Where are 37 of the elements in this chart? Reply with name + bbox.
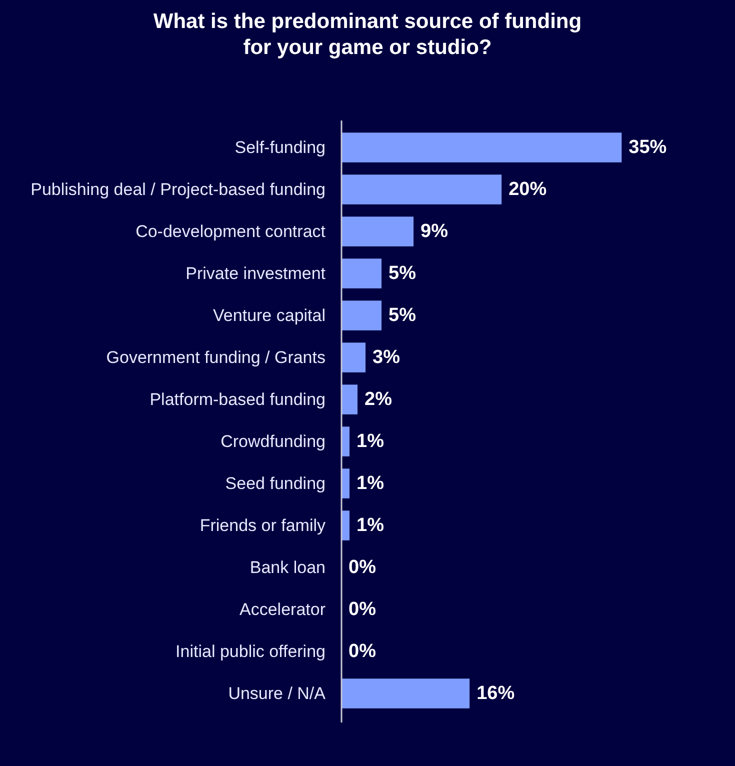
y-tick-label: Bank loan	[250, 558, 326, 578]
data-label: 35%	[628, 137, 667, 158]
data-label: 5%	[388, 305, 416, 326]
y-tick-label: Initial public offering	[176, 642, 326, 662]
data-label: 0%	[348, 599, 376, 620]
bar	[342, 174, 502, 204]
y-tick-label: Seed funding	[225, 474, 326, 494]
y-tick-label: Friends or family	[200, 516, 326, 536]
bar	[342, 678, 470, 708]
bar	[342, 132, 622, 162]
data-label: 2%	[364, 389, 392, 410]
data-label: 20%	[508, 179, 547, 200]
y-tick-label: Private investment	[186, 264, 326, 284]
bar	[342, 384, 358, 414]
y-tick-label: Co-development contract	[136, 222, 326, 242]
data-label: 5%	[388, 263, 416, 284]
y-tick-label: Unsure / N/A	[228, 684, 326, 704]
data-label: 0%	[348, 557, 376, 578]
bar	[342, 258, 382, 288]
data-label: 1%	[356, 515, 384, 536]
data-label: 1%	[356, 431, 384, 452]
data-label: 0%	[348, 641, 376, 662]
y-tick-label: Publishing deal / Project-based funding	[30, 180, 326, 200]
data-label: 1%	[356, 473, 384, 494]
y-tick-label: Venture capital	[213, 306, 326, 326]
data-label: 9%	[420, 221, 448, 242]
chart-title: What is the predominant source of funding for your game or studio?	[153, 9, 582, 61]
bar	[342, 342, 366, 372]
y-tick-label: Accelerator	[240, 600, 326, 620]
data-label: 16%	[476, 683, 515, 704]
y-tick-label: Platform-based funding	[150, 390, 326, 410]
y-tick-label: Self-funding	[234, 138, 326, 158]
y-tick-label: Crowdfunding	[220, 432, 326, 452]
data-label: 3%	[372, 347, 400, 368]
bar	[342, 216, 414, 246]
bar	[342, 300, 382, 330]
y-tick-label: Government funding / Grants	[106, 348, 326, 368]
